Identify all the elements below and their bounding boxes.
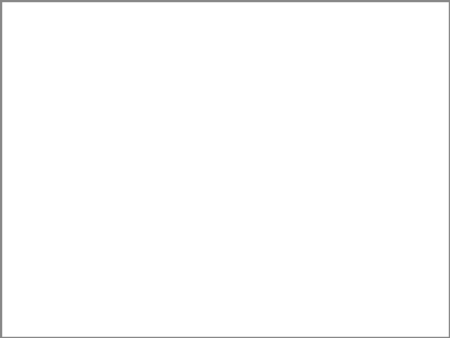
Text: Display Device Lab: Display Device Lab <box>34 314 140 324</box>
Text: •: • <box>35 262 46 281</box>
Text: Electrostatic field : stuck charge distribution: Electrostatic field : stuck charge distr… <box>61 115 447 133</box>
Text: Bio sarvart’s law and Ampere’s circuital
    law: Bio sarvart’s law and Ampere’s circuital… <box>61 262 407 302</box>
Text: Magnetostatic Fields: Magnetostatic Fields <box>77 44 373 71</box>
Text: •: • <box>35 164 46 183</box>
Text: E, D field to H, B field: E, D field to H, B field <box>61 164 248 182</box>
Text: Moving charge (velocity = const): Moving charge (velocity = const) <box>61 213 350 231</box>
Text: Dong-A University: Dong-A University <box>369 314 450 324</box>
Text: •: • <box>35 213 46 232</box>
Text: •: • <box>35 115 46 134</box>
